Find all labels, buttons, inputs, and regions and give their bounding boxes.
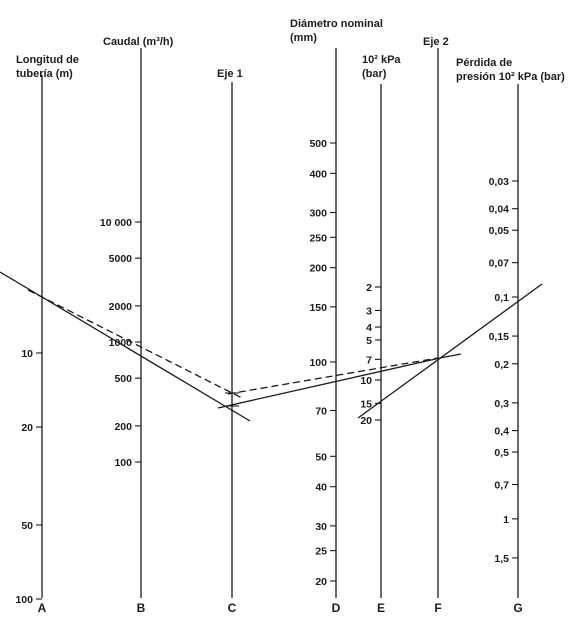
axis-e-tick-label: 10 [360,375,372,387]
axis-e-title-line-1: 10² kPa [362,54,401,66]
axis-a-tick-label: 100 [15,594,33,606]
example-line-dashed-abc [27,289,243,399]
axis-a-title-line-2: tubería (m) [16,68,73,80]
axis-g-tick-label: 0,07 [489,258,510,270]
axis-e-tick-label: 4 [366,322,372,334]
axis-e-tick-label: 3 [366,305,372,317]
axis-g-tick-label: 1 [503,514,509,526]
axis-d-tick-label: 300 [309,208,327,220]
axis-b-title-line-1: Caudal (m³/h) [103,36,174,48]
axis-d-tick-label: 400 [309,168,327,180]
axis-c-title-line-1: Eje 1 [217,68,243,80]
axis-b-tick-label: 100 [114,457,132,469]
axis-g-tick-label: 0,1 [494,292,509,304]
axis-g-title-line-2: presión 10² kPa (bar) [456,71,565,83]
axis-d-letter: D [332,601,341,615]
axis-g-tick-label: 0,3 [494,398,509,410]
axis-g-tick-label: 0,03 [489,176,510,188]
axis-g-title-line-1: Pérdida de [456,57,512,69]
axis-g-tick-label: 0,15 [489,331,510,343]
axis-a-tick-label: 50 [21,520,33,532]
axis-b-tick-label: 500 [114,373,132,385]
axis-g-tick-label: 0,7 [494,479,509,491]
axis-d-tick-label: 50 [315,451,327,463]
axis-e-tick-label: 2 [366,282,372,294]
axis-f-letter: F [434,601,441,615]
axis-f-title-line-1: Eje 2 [423,36,449,48]
axis-d-tick-label: 25 [315,546,327,558]
axis-d-tick-label: 200 [309,263,327,275]
example-line-dashed-cdf [227,357,439,395]
axis-g-letter: G [513,601,522,615]
axis-e-tick-label: 15 [360,398,372,410]
axis-d-tick-label: 20 [315,576,327,588]
axis-d-tick-label: 250 [309,232,327,244]
example-line-solid-cdf [217,353,462,409]
axis-d-tick-label: 100 [309,357,327,369]
axis-g-tick-label: 0,5 [494,447,509,459]
axis-d-tick-label: 40 [315,482,327,494]
axis-g-tick-label: 0,04 [489,204,510,216]
axis-d-tick-label: 30 [315,521,327,533]
axis-a-title-line-1: Longitud de [16,54,79,66]
axis-e-tick-label: 20 [360,415,372,427]
axis-a-tick-label: 20 [21,422,33,434]
axis-e-letter: E [377,601,385,615]
axis-a-letter: A [38,601,47,615]
axis-b-tick-label: 2000 [109,301,133,313]
axis-d-title-line-1: Diámetro nominal [290,18,383,30]
axis-e-tick-label: 7 [366,354,372,366]
axis-b-letter: B [137,601,146,615]
axis-b-tick-label: 200 [114,421,132,433]
axis-b-tick-label: 5000 [109,253,133,265]
axis-d-title-line-2: (mm) [290,32,317,44]
axis-e-title-line-2: (bar) [362,68,387,80]
axis-b-tick-label: 1000 [109,337,133,349]
axis-d-tick-label: 500 [309,138,327,150]
axis-b-tick-label: 10 000 [100,217,132,229]
axis-e-tick-label: 5 [366,335,372,347]
axis-g-tick-label: 1,5 [494,553,509,565]
example-line-solid-efg [357,283,543,419]
axis-g-tick-label: 0,4 [494,426,509,438]
axis-g-tick-label: 0,05 [489,225,510,237]
axis-c-letter: C [228,601,237,615]
axis-d-tick-label: 150 [309,302,327,314]
example-lines-layer [0,271,543,422]
axis-d-tick-label: 70 [315,406,327,418]
axis-g-tick-label: 0,2 [494,359,509,371]
axis-a-tick-label: 10 [21,348,33,360]
axes-layer [36,48,519,600]
